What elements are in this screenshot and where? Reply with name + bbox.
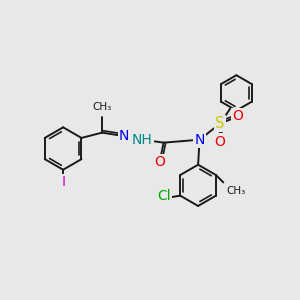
Text: O: O — [232, 109, 243, 123]
Text: Cl: Cl — [157, 189, 171, 203]
Text: I: I — [61, 175, 65, 189]
Text: CH₃: CH₃ — [92, 102, 112, 112]
Text: O: O — [214, 135, 225, 149]
Text: N: N — [194, 133, 205, 147]
Text: S: S — [215, 116, 225, 131]
Text: O: O — [155, 155, 166, 169]
Text: NH: NH — [132, 133, 153, 147]
Text: N: N — [119, 129, 129, 143]
Text: CH₃: CH₃ — [226, 186, 245, 196]
